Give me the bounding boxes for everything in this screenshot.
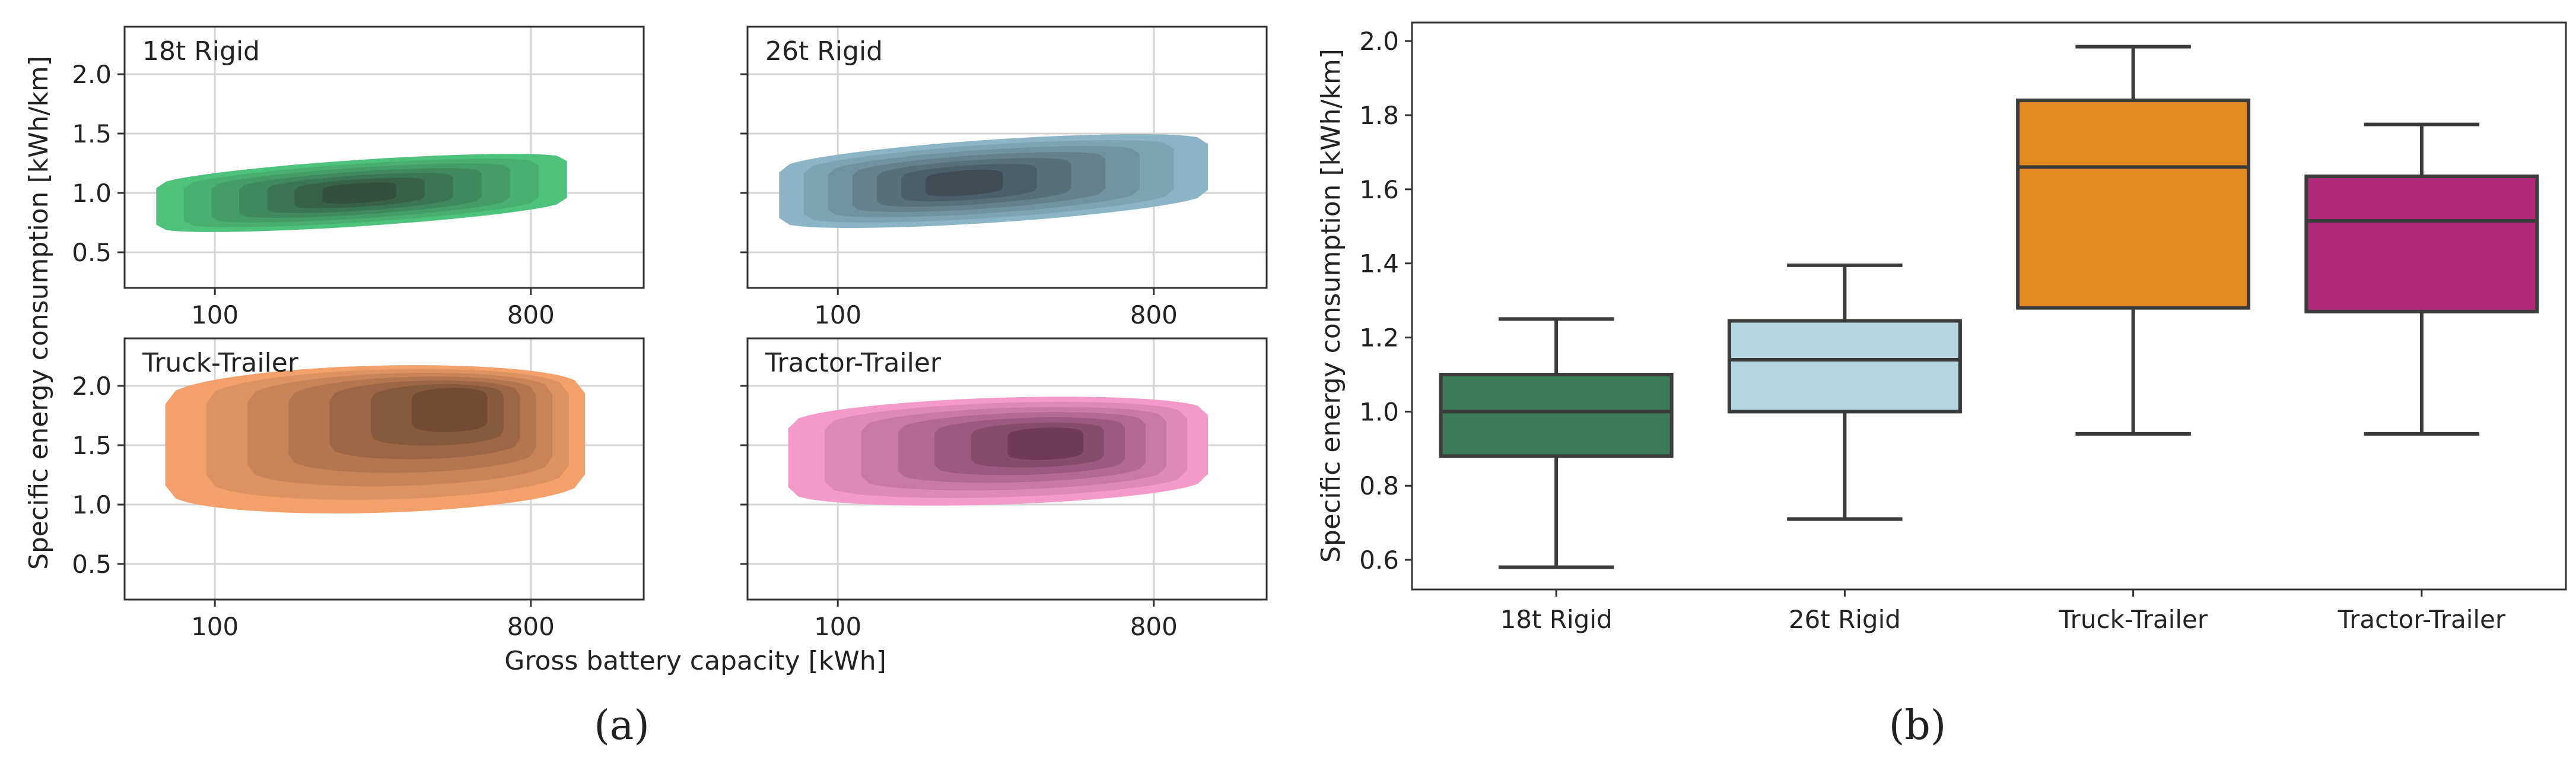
y-tick-label: 0.6 — [1359, 546, 1399, 575]
panel-frame — [123, 26, 645, 289]
caption-a: (a) — [594, 702, 650, 749]
box — [1727, 263, 1962, 521]
y-tick-label: 1.5 — [72, 431, 112, 460]
panel-frame — [746, 337, 1268, 601]
y-tick-label: 0.8 — [1359, 471, 1399, 500]
x-tick-label: 100 — [814, 300, 861, 329]
panel-label: 26t Rigid — [765, 36, 883, 66]
left-y-axis-label: Specific energy consumption [kWh/km] — [24, 56, 54, 570]
box — [1439, 317, 1674, 569]
axes-frame — [1411, 21, 2567, 591]
y-tick-label: 0.5 — [72, 238, 112, 267]
panel-frame — [746, 26, 1268, 289]
y-tick-label: 1.5 — [72, 119, 112, 148]
box-plot-chart: Specific energy consumption [kWh/km] 18t… — [1316, 21, 2567, 634]
kde-panel: Tractor-Trailer 100 800 — [740, 337, 1268, 641]
kde-panel: Truck-Trailer 0.5 1.0 1.5 2.0 100 800 — [72, 337, 645, 641]
kde-contour — [412, 388, 488, 432]
y-tick-label: 1.8 — [1359, 101, 1399, 130]
panel-frame — [123, 337, 645, 601]
caption-b: (b) — [1889, 702, 1947, 749]
panel-label: 18t Rigid — [142, 36, 260, 66]
y-tick-label: 0.5 — [72, 550, 112, 579]
kde-panel: 18t Rigid 0.5 1.0 1.5 2.0 100 800 — [72, 26, 645, 329]
box — [2016, 45, 2251, 436]
x-tick-label: 800 — [1130, 300, 1178, 329]
x-tick-label: 800 — [507, 300, 555, 329]
y-tick-label: 1.0 — [72, 179, 112, 208]
right-y-axis-label: Specific energy consumption [kWh/km] — [1316, 49, 1346, 563]
x-tick-label: 100 — [191, 612, 238, 641]
kde-contour — [1007, 427, 1083, 460]
y-tick-label: 1.2 — [1359, 324, 1399, 353]
x-tick-label: Tractor-Trailer — [2338, 605, 2506, 634]
kde-grid-chart: Specific energy consumption [kWh/km] Gro… — [24, 26, 1268, 676]
y-tick-label: 1.4 — [1359, 249, 1399, 278]
x-tick-label: 100 — [814, 612, 861, 641]
y-tick-label: 2.0 — [1359, 27, 1399, 56]
kde-contour — [322, 182, 396, 204]
x-tick-label: 18t Rigid — [1500, 605, 1613, 634]
y-tick-label: 1.0 — [1359, 397, 1399, 426]
kde-contour — [926, 170, 1003, 196]
y-tick-label: 2.0 — [72, 60, 112, 89]
x-tick-label: 800 — [507, 612, 555, 641]
box-iqr — [2304, 175, 2539, 313]
x-tick-label: Truck-Trailer — [2058, 605, 2208, 634]
y-tick-label: 1.6 — [1359, 175, 1399, 204]
box-iqr — [2016, 99, 2251, 310]
left-x-axis-label: Gross battery capacity [kWh] — [504, 646, 886, 676]
x-tick-label: 100 — [191, 300, 238, 329]
panel-label: Tractor-Trailer — [765, 348, 942, 378]
y-tick-label: 2.0 — [72, 372, 112, 401]
x-tick-label: 800 — [1130, 612, 1178, 641]
box-iqr — [1727, 319, 1962, 414]
box — [2304, 122, 2539, 436]
y-tick-label: 1.0 — [72, 490, 112, 519]
panel-label: Truck-Trailer — [142, 348, 299, 378]
box-iqr — [1439, 372, 1674, 458]
x-tick-label: 26t Rigid — [1789, 605, 1901, 634]
kde-panel: 26t Rigid 100 800 — [740, 26, 1268, 329]
